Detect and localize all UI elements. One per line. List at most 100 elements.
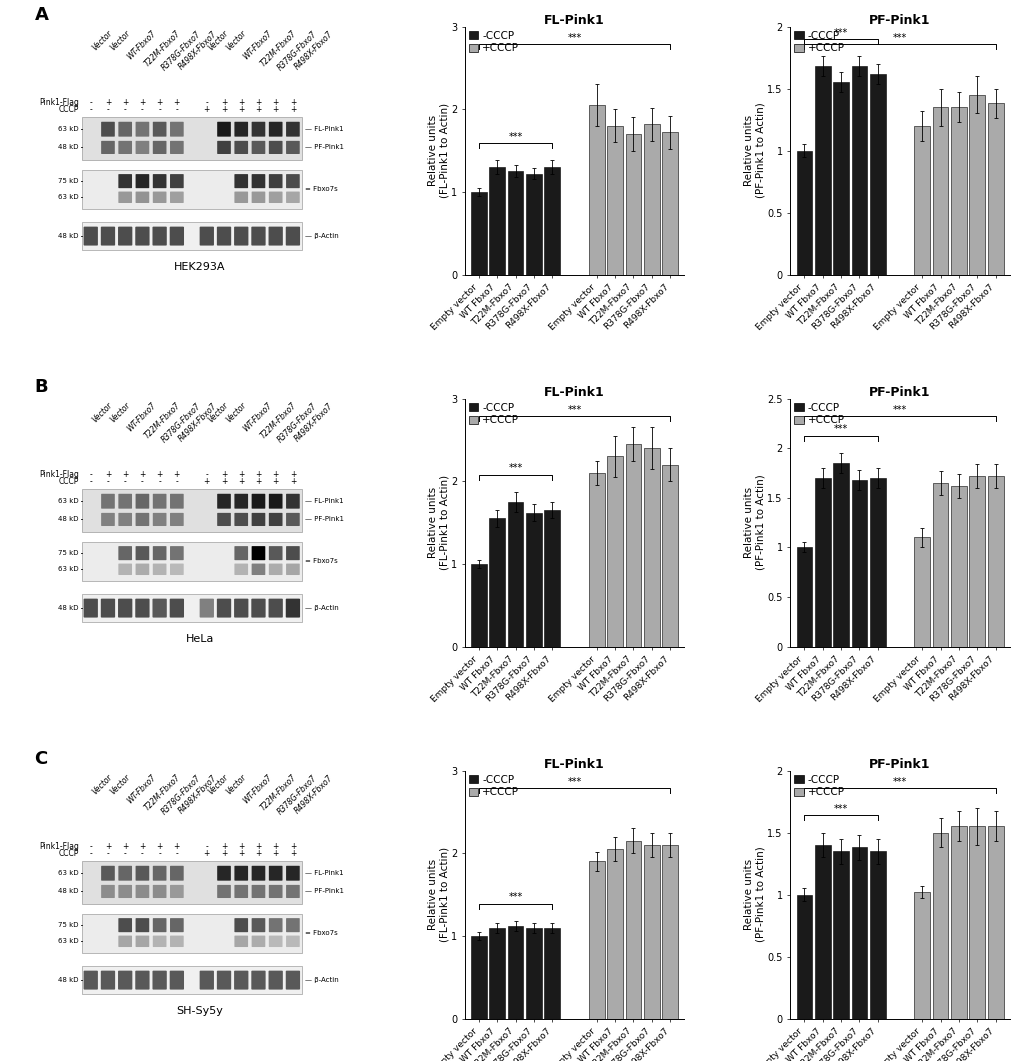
Bar bbox=[950, 486, 966, 646]
FancyBboxPatch shape bbox=[153, 174, 166, 188]
FancyBboxPatch shape bbox=[170, 866, 183, 881]
Title: PF-Pink1: PF-Pink1 bbox=[868, 385, 930, 399]
Y-axis label: Relative units
(FL-Pink1 to Actin): Relative units (FL-Pink1 to Actin) bbox=[427, 475, 449, 570]
Text: -: - bbox=[90, 849, 92, 858]
FancyBboxPatch shape bbox=[101, 598, 115, 618]
Text: -: - bbox=[123, 849, 126, 858]
FancyBboxPatch shape bbox=[233, 227, 249, 245]
FancyBboxPatch shape bbox=[136, 227, 150, 245]
Bar bbox=[83, 967, 302, 994]
FancyBboxPatch shape bbox=[170, 936, 183, 947]
Text: 63 kD: 63 kD bbox=[58, 567, 78, 572]
Bar bbox=[814, 845, 829, 1019]
FancyBboxPatch shape bbox=[252, 918, 265, 933]
Text: — FL-Pink1: — FL-Pink1 bbox=[305, 126, 343, 133]
FancyBboxPatch shape bbox=[252, 493, 265, 508]
Bar bbox=[661, 465, 678, 646]
FancyBboxPatch shape bbox=[252, 122, 265, 137]
Text: HeLa: HeLa bbox=[185, 634, 214, 644]
FancyBboxPatch shape bbox=[252, 192, 265, 203]
Text: — β-Actin: — β-Actin bbox=[305, 233, 338, 239]
Legend: -CCCP, +CCCP: -CCCP, +CCCP bbox=[467, 772, 521, 799]
Text: 75 kD: 75 kD bbox=[58, 178, 78, 185]
FancyBboxPatch shape bbox=[153, 918, 166, 933]
Bar bbox=[83, 594, 302, 622]
Bar bbox=[914, 538, 929, 646]
Text: T22M-Fbxo7: T22M-Fbxo7 bbox=[258, 401, 298, 440]
FancyBboxPatch shape bbox=[153, 192, 166, 203]
Bar bbox=[526, 927, 541, 1019]
FancyBboxPatch shape bbox=[153, 141, 166, 154]
Text: -: - bbox=[205, 98, 208, 107]
Text: — FL-Pink1: — FL-Pink1 bbox=[305, 499, 343, 504]
Title: FL-Pink1: FL-Pink1 bbox=[543, 758, 604, 770]
Text: -: - bbox=[158, 105, 161, 115]
Bar bbox=[507, 171, 523, 275]
Bar bbox=[968, 94, 984, 275]
Bar bbox=[489, 167, 504, 275]
Bar bbox=[643, 124, 659, 275]
Text: +: + bbox=[139, 470, 146, 479]
Text: -: - bbox=[205, 841, 208, 851]
FancyBboxPatch shape bbox=[152, 598, 167, 618]
FancyBboxPatch shape bbox=[285, 493, 300, 508]
Text: -: - bbox=[90, 98, 92, 107]
FancyBboxPatch shape bbox=[269, 936, 282, 947]
FancyBboxPatch shape bbox=[269, 885, 282, 898]
FancyBboxPatch shape bbox=[251, 971, 265, 990]
Text: -: - bbox=[107, 849, 109, 858]
FancyBboxPatch shape bbox=[136, 971, 150, 990]
Text: Vector: Vector bbox=[91, 401, 114, 424]
FancyBboxPatch shape bbox=[136, 563, 149, 575]
Text: -: - bbox=[175, 477, 178, 486]
Y-axis label: Relative units
(FL-Pink1 to Actin): Relative units (FL-Pink1 to Actin) bbox=[427, 103, 449, 198]
FancyBboxPatch shape bbox=[136, 174, 149, 188]
FancyBboxPatch shape bbox=[234, 493, 248, 508]
FancyBboxPatch shape bbox=[136, 866, 149, 881]
Text: Vector: Vector bbox=[207, 773, 230, 797]
Bar bbox=[471, 563, 486, 646]
FancyBboxPatch shape bbox=[252, 885, 265, 898]
Bar bbox=[471, 936, 486, 1019]
Text: +: + bbox=[289, 849, 296, 858]
FancyBboxPatch shape bbox=[136, 141, 149, 154]
FancyBboxPatch shape bbox=[252, 546, 265, 560]
Bar bbox=[851, 480, 866, 646]
Text: 48 kD: 48 kD bbox=[58, 977, 78, 984]
Text: +: + bbox=[272, 477, 278, 486]
FancyBboxPatch shape bbox=[101, 971, 115, 990]
Text: -: - bbox=[205, 470, 208, 479]
FancyBboxPatch shape bbox=[269, 918, 282, 933]
Bar bbox=[83, 542, 302, 580]
Text: +: + bbox=[255, 477, 262, 486]
Bar bbox=[931, 107, 948, 275]
FancyBboxPatch shape bbox=[153, 885, 166, 898]
Text: +: + bbox=[221, 849, 227, 858]
Text: WT-Fbxo7: WT-Fbxo7 bbox=[242, 773, 273, 805]
FancyBboxPatch shape bbox=[234, 512, 248, 526]
FancyBboxPatch shape bbox=[252, 141, 265, 154]
Y-axis label: Relative units
(PF-Pink1 to Actin): Relative units (PF-Pink1 to Actin) bbox=[744, 847, 765, 942]
Bar bbox=[489, 519, 504, 646]
FancyBboxPatch shape bbox=[217, 598, 231, 618]
FancyBboxPatch shape bbox=[217, 866, 230, 881]
Text: CCCP: CCCP bbox=[58, 477, 78, 486]
FancyBboxPatch shape bbox=[234, 866, 248, 881]
FancyBboxPatch shape bbox=[136, 546, 149, 560]
FancyBboxPatch shape bbox=[269, 563, 282, 575]
FancyBboxPatch shape bbox=[101, 885, 115, 898]
Text: Pink1-Flag: Pink1-Flag bbox=[39, 98, 78, 107]
FancyBboxPatch shape bbox=[285, 546, 300, 560]
Text: Vector: Vector bbox=[108, 29, 131, 53]
Text: +: + bbox=[255, 841, 262, 851]
Text: -: - bbox=[158, 477, 161, 486]
Bar bbox=[869, 851, 884, 1019]
Text: -: - bbox=[175, 105, 178, 115]
FancyBboxPatch shape bbox=[285, 885, 300, 898]
FancyBboxPatch shape bbox=[101, 122, 115, 137]
Text: ***: *** bbox=[507, 892, 522, 903]
FancyBboxPatch shape bbox=[234, 885, 248, 898]
Text: +: + bbox=[289, 105, 296, 115]
Text: ***: *** bbox=[892, 404, 906, 415]
FancyBboxPatch shape bbox=[84, 227, 98, 245]
